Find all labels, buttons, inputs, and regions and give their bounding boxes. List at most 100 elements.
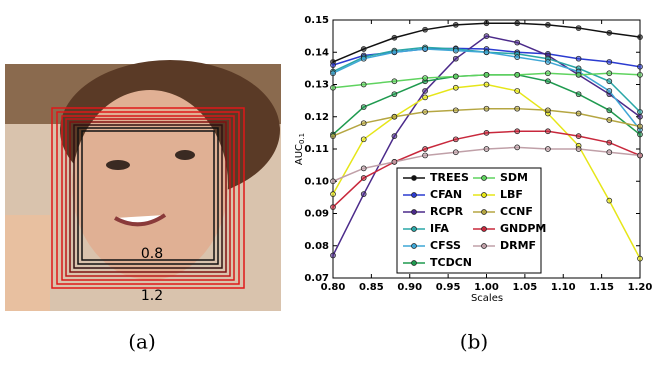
y-tick-label: 0.11 (304, 144, 329, 155)
y-tick-label: 0.08 (304, 241, 329, 252)
series-marker (514, 20, 521, 27)
legend-label: IFA (430, 222, 449, 235)
series-marker (545, 21, 551, 28)
series-marker (637, 152, 643, 159)
legend-marker (411, 226, 417, 232)
series-marker (483, 49, 490, 56)
series-marker (330, 62, 336, 69)
series-marker (545, 78, 551, 85)
legend-marker (411, 192, 417, 198)
series-marker (452, 47, 459, 54)
box-label: 1.2 (141, 288, 163, 304)
series-marker (422, 88, 428, 94)
x-tick-label: 0.85 (359, 282, 384, 293)
series-marker (637, 113, 643, 120)
panel-caption: (b) (460, 330, 488, 354)
legend-label: CFSS (430, 239, 461, 252)
legend-marker (411, 243, 417, 249)
series-marker (483, 33, 490, 39)
series-marker (483, 105, 490, 112)
series-marker (637, 71, 643, 78)
legend-marker (481, 209, 487, 215)
legend-label: SDM (500, 171, 528, 184)
series-marker (545, 70, 551, 77)
scale-boxes (51, 107, 245, 289)
y-axis-label-main: AUC (294, 144, 305, 165)
legend-box (396, 167, 542, 274)
series-marker (637, 109, 643, 115)
series-marker (330, 178, 336, 185)
y-tick-label: 0.07 (304, 273, 329, 284)
series-marker (637, 123, 643, 130)
series-marker (422, 75, 428, 81)
series-marker (452, 21, 459, 28)
legend-marker (481, 175, 487, 181)
legend-label: TREES (430, 171, 469, 184)
series-marker (330, 204, 336, 210)
x-tick-label: 1.10 (551, 282, 576, 293)
series-marker (360, 46, 367, 52)
y-tick-label: 0.12 (304, 112, 329, 123)
series-marker (514, 71, 521, 78)
x-tick-label: 0.80 (321, 282, 346, 293)
series-marker (606, 88, 613, 94)
legend-marker (411, 260, 417, 266)
series-marker (514, 128, 521, 135)
y-tick-label: 0.13 (304, 80, 329, 91)
plot: 0.80 0.85 0.90 0.95 1.00 1.05 1.10 1.15 1.20 0.07… (304, 15, 652, 293)
series-marker (545, 59, 551, 65)
series-marker (545, 128, 551, 135)
series-marker (422, 109, 428, 115)
series-marker (330, 133, 336, 139)
series-marker (360, 175, 367, 181)
series-marker (575, 110, 582, 117)
series-marker (545, 107, 551, 114)
series-marker (514, 54, 521, 60)
y-axis-label-sub: 0.1 (298, 133, 306, 144)
series-marker (606, 139, 613, 146)
series-marker (360, 165, 367, 172)
legend-label: LBF (500, 188, 523, 201)
series-marker (545, 146, 551, 152)
series-marker (391, 49, 398, 56)
y-tick-label: 0.10 (304, 176, 329, 187)
series-marker (483, 71, 490, 78)
series-marker (606, 197, 613, 204)
series-marker (391, 133, 398, 139)
series-marker (483, 146, 490, 152)
legend-marker (481, 243, 487, 249)
series-marker (575, 25, 582, 31)
series-marker (330, 252, 336, 259)
series-marker (422, 26, 428, 33)
series-marker (330, 84, 336, 91)
series-marker (452, 136, 459, 143)
series-marker (514, 39, 521, 46)
series-marker (606, 59, 613, 65)
series-marker (391, 91, 398, 98)
series-marker (452, 55, 459, 62)
x-tick-label: 1.05 (513, 282, 538, 293)
series-marker (360, 120, 367, 127)
legend-label: RCPR (430, 205, 464, 218)
series-marker (606, 149, 613, 156)
face-photo (5, 60, 281, 311)
series-marker (575, 71, 582, 78)
panel-caption: (a) (128, 330, 156, 354)
x-tick-label: 0.95 (436, 282, 461, 293)
series-marker (330, 191, 336, 197)
series-marker (514, 105, 521, 112)
x-tick-label: 1.00 (474, 282, 499, 293)
series-marker (360, 55, 367, 62)
series-marker (606, 117, 613, 123)
x-tick-label: 1.20 (628, 282, 653, 293)
series-marker (606, 107, 613, 114)
series-marker (360, 104, 367, 110)
series-marker (483, 130, 490, 136)
series-marker (330, 70, 336, 77)
series-marker (606, 70, 613, 77)
series-marker (422, 46, 428, 52)
legend-marker (481, 192, 487, 198)
series-marker (391, 159, 398, 165)
series-marker (452, 73, 459, 80)
